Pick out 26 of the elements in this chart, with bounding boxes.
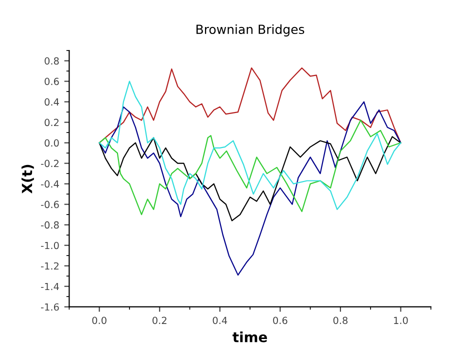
y-tick-label: 0.2: [44, 118, 59, 126]
line-series: [98, 101, 402, 276]
y-tick-label: -1.0: [40, 242, 59, 250]
line-series: [98, 120, 402, 216]
y-tick-label: -0.8: [40, 221, 59, 229]
y-tick-label: 0.8: [44, 57, 59, 65]
y-tick-label: -0.2: [40, 160, 59, 168]
x-tick-label: 1.0: [394, 316, 408, 324]
chart-title: Brownian Bridges: [196, 24, 304, 36]
line-series: [98, 136, 402, 222]
line-series: [98, 80, 402, 210]
x-tick-label: 0.4: [212, 316, 228, 324]
x-axis-title: time: [232, 332, 268, 342]
y-tick-label: -1.2: [40, 262, 59, 270]
y-tick-label: 0.0: [44, 139, 59, 147]
y-tick-label: 0.6: [44, 78, 59, 86]
y-tick-label: 0.4: [44, 98, 59, 106]
y-tick-label: -1.4: [40, 282, 59, 290]
x-tick-label: 0.2: [152, 316, 166, 324]
y-axis-title: X(t): [22, 164, 34, 194]
y-tick-label: -0.4: [40, 180, 59, 188]
x-tick-label: 0.6: [273, 316, 288, 324]
y-tick-label: -1.6: [40, 303, 59, 311]
y-tick-label: -0.6: [40, 200, 59, 208]
x-tick-label: 0.0: [92, 316, 106, 324]
x-tick-label: 0.8: [333, 316, 348, 324]
